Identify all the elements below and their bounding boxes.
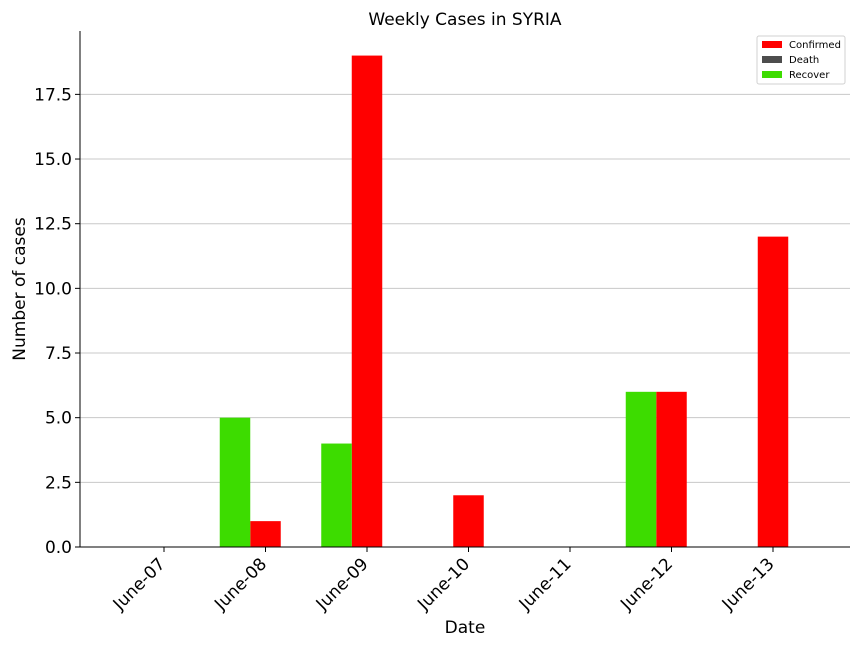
x-tick-label: June-09 [312, 554, 373, 615]
y-axis-label: Number of cases [10, 217, 30, 361]
bar-confirmed-june-10 [453, 495, 484, 547]
x-tick-label: June-08 [210, 554, 271, 615]
bar-recover-june-08 [219, 417, 251, 547]
x-ticks: June-07 June-08 June-09 June-10 June-11 June-… [109, 547, 779, 615]
y-tick-label: 17.5 [34, 85, 72, 105]
legend-label-death: Death [789, 55, 819, 66]
y-tick-label: 7.5 [45, 344, 72, 364]
bar-recover-june-12 [625, 391, 657, 547]
legend-label-recover: Recover [789, 70, 830, 81]
x-tick-label: June-13 [718, 554, 779, 615]
x-tick-label: June-10 [413, 554, 474, 615]
bar-confirmed-june-08 [250, 521, 281, 547]
x-tick-label: June-12 [616, 554, 677, 615]
x-axis-label: Date [445, 618, 486, 638]
legend-swatch-recover [762, 71, 782, 78]
bars-group [219, 55, 789, 547]
y-ticks: 0.0 2.5 5.0 7.5 10.0 12.5 15.0 17.5 [34, 85, 80, 558]
bar-confirmed-june-09 [351, 55, 383, 547]
x-tick-label: June-11 [515, 554, 576, 615]
y-tick-label: 15.0 [34, 150, 72, 170]
bar-recover-june-09 [321, 443, 352, 547]
y-tick-label: 0.0 [45, 538, 72, 558]
x-tick-label: June-07 [109, 554, 170, 615]
grid-lines [80, 93, 850, 483]
legend-label-confirmed: Confirmed [789, 40, 841, 51]
bar-confirmed-june-12 [656, 391, 687, 547]
legend: Confirmed Death Recover [756, 35, 846, 85]
legend-swatch-confirmed [762, 41, 782, 48]
legend-swatch-death [762, 56, 782, 63]
y-tick-label: 10.0 [34, 279, 72, 299]
axes-group [79, 31, 850, 548]
chart-title: Weekly Cases in SYRIA [368, 10, 562, 30]
y-tick-label: 5.0 [45, 409, 72, 429]
bar-confirmed-june-13 [757, 236, 789, 547]
y-tick-label: 12.5 [34, 215, 72, 235]
y-tick-label: 2.5 [45, 473, 72, 493]
